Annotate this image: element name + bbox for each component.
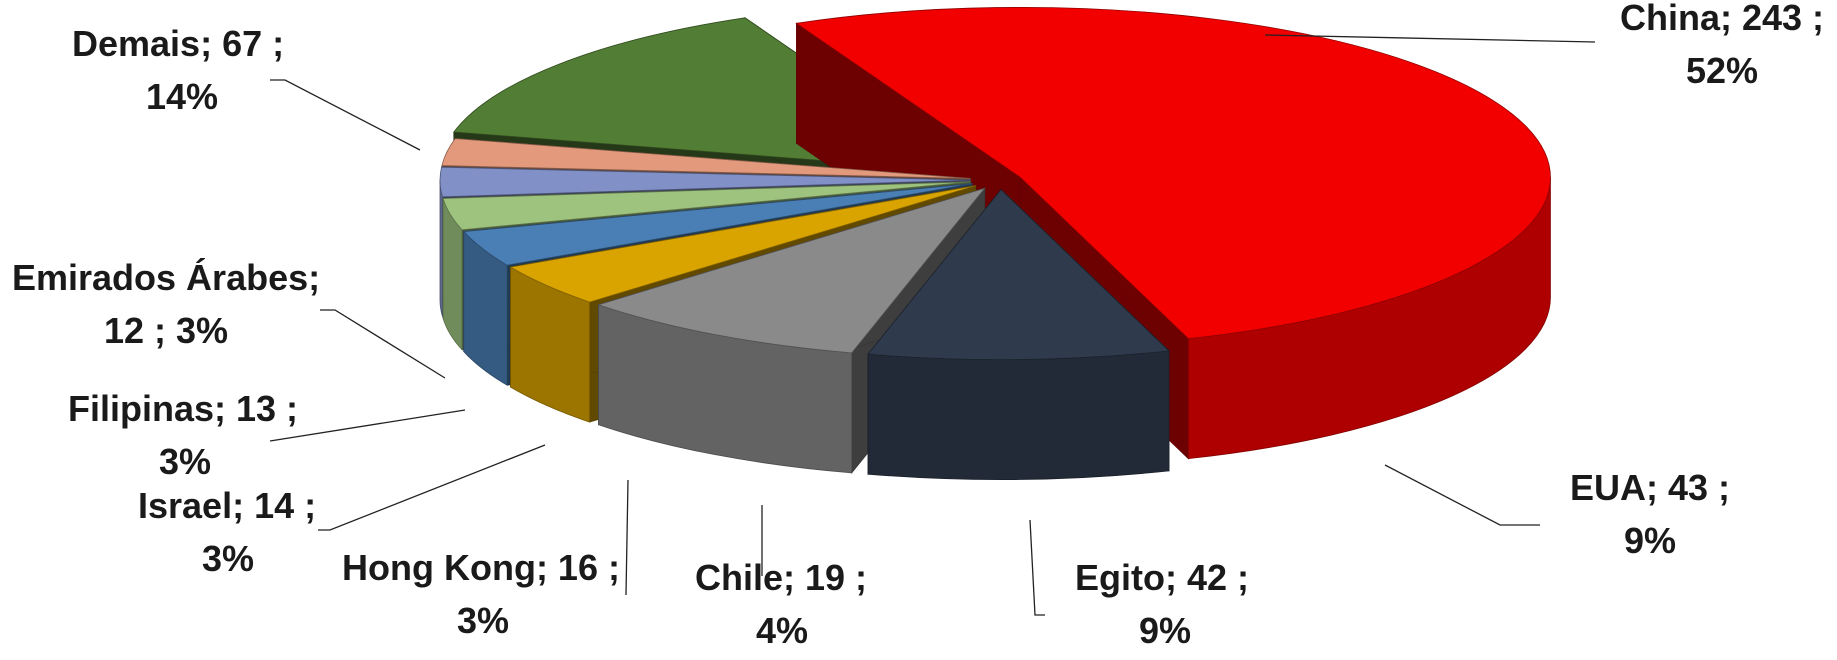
- leader-line-demais: [270, 79, 421, 151]
- data-label-demais: Demais; 67 ;: [72, 23, 284, 64]
- slice-wall: [439, 180, 443, 317]
- data-label-percent-demais: 14%: [146, 76, 218, 117]
- data-label-percent-filipinas: 3%: [159, 441, 211, 482]
- slice-top: [867, 189, 1170, 361]
- data-labels: China; 243 ; 52% EUA; 43 ; 9% Egito; 42 ; 9% C…: [12, 0, 1824, 651]
- data-label-percent-hong-kong: 3%: [457, 600, 509, 641]
- pie-slices: [439, 6, 1551, 481]
- leader-line-filipinas: [269, 409, 466, 442]
- leader-lines: [269, 34, 1596, 616]
- data-label-chile: Chile; 19 ;: [695, 557, 867, 598]
- data-label-filipinas: Filipinas; 13 ;: [68, 388, 298, 429]
- slice-top: [795, 6, 1551, 340]
- data-label-percent-chile: 4%: [756, 610, 808, 651]
- data-label-israel: Israel; 14 ;: [138, 485, 316, 526]
- data-label-eua: EUA; 43 ;: [1570, 467, 1730, 508]
- leader-line-israel: [318, 444, 546, 531]
- slice-top: [509, 185, 976, 303]
- data-label-emirados-rabes: Emirados Árabes;: [12, 257, 320, 298]
- data-label-hong-kong: Hong Kong; 16 ;: [342, 547, 620, 588]
- data-label-percent-eua: 9%: [1624, 520, 1676, 561]
- slice-top: [439, 166, 971, 198]
- leader-line-emirados-rabes: [320, 309, 446, 379]
- data-label-percent-china: 52%: [1686, 50, 1758, 91]
- pie-slice-eua: [867, 188, 1170, 481]
- leader-line-eua: [1384, 464, 1540, 526]
- slice-wall: [867, 350, 1170, 481]
- data-label-percent-emirados-rabes: 12 ; 3%: [104, 310, 228, 351]
- leader-line-egito: [1029, 519, 1045, 616]
- leader-line-china: [1264, 34, 1596, 43]
- slice-top: [441, 138, 971, 179]
- leader-line-hong-kong: [625, 479, 629, 596]
- data-label-percent-israel: 3%: [202, 538, 254, 579]
- slice-top: [462, 183, 973, 266]
- data-label-percent-egito: 9%: [1139, 610, 1191, 651]
- slice-top: [597, 187, 986, 354]
- data-label-egito: Egito; 42 ;: [1075, 557, 1249, 598]
- data-label-china: China; 243 ;: [1620, 0, 1824, 38]
- slice-top: [442, 181, 971, 231]
